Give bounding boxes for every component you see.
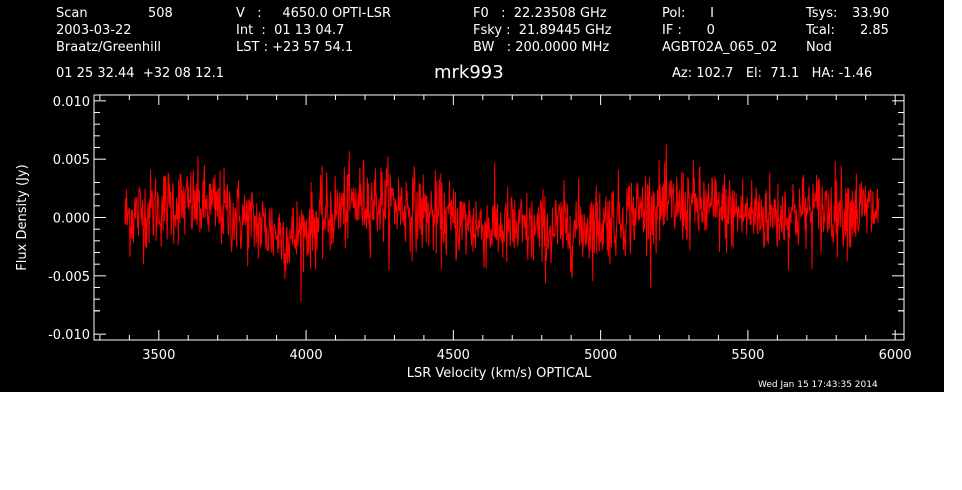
tcal-label: Tcal: [806,23,835,38]
timestamp: Wed Jan 15 17:43:35 2014 [758,380,878,390]
spectrum-line [124,144,880,302]
if-line: IF : 0 [662,23,715,38]
x-tick-label: 5500 [731,348,764,363]
obs-date: 2003-03-22 [56,23,132,38]
x-tick-label: 4500 [437,348,470,363]
coordinates: 01 25 32.44 +32 08 12.1 [56,66,225,81]
az-el-ha: Az: 102.7 El: 71.1 HA: -1.46 [672,66,873,81]
scan-label: Scan [56,6,88,21]
bw-line: BW : 200.0000 MHz [473,40,610,55]
f0-line: F0 : 22.23508 GHz [473,6,607,21]
observer: Braatz/Greenhill [56,40,161,55]
fsky-line: Fsky : 21.89445 GHz [473,23,612,38]
scan-value: 508 [148,6,173,21]
pol-line: Pol: I [662,6,714,21]
x-tick-label: 3500 [142,348,175,363]
chart-svg: -0.010 -0.005 0.000 0.005 0.010 3500 4000 4500 5… [15,94,912,381]
y-tick-label: 0.000 [53,212,90,227]
x-tick-label: 5000 [584,348,617,363]
y-tick-label: 0.005 [53,153,90,168]
tsys-label: Tsys: [806,6,838,21]
x-axis-title: LSR Velocity (km/s) OPTICAL [407,366,592,381]
velocity-line: V : 4650.0 OPTI-LSR [236,6,392,21]
project-line: AGBT02A_065_02 [662,40,778,55]
y-tick-label: -0.010 [48,328,90,343]
y-axis-title: Flux Density (Jy) [15,164,30,270]
tcal-value: 2.85 [860,23,889,38]
x-tick-label: 4000 [290,348,323,363]
lst-line: LST : +23 57 54.1 [236,40,354,55]
spectrum-layer [124,144,880,302]
chart-title: mrk993 [434,62,504,83]
y-tick-label: -0.005 [48,270,90,285]
ticks-layer: -0.010 -0.005 0.000 0.005 0.010 3500 4000 4500 5… [48,95,912,363]
tsys-value: 33.90 [852,6,890,21]
plot-panel: Scan 508 2003-03-22 Braatz/Greenhill V :… [0,0,944,392]
mode: Nod [806,40,832,55]
integration-line: Int : 01 13 04.7 [236,23,345,38]
y-tick-label: 0.010 [53,95,90,110]
x-tick-label: 6000 [879,348,912,363]
